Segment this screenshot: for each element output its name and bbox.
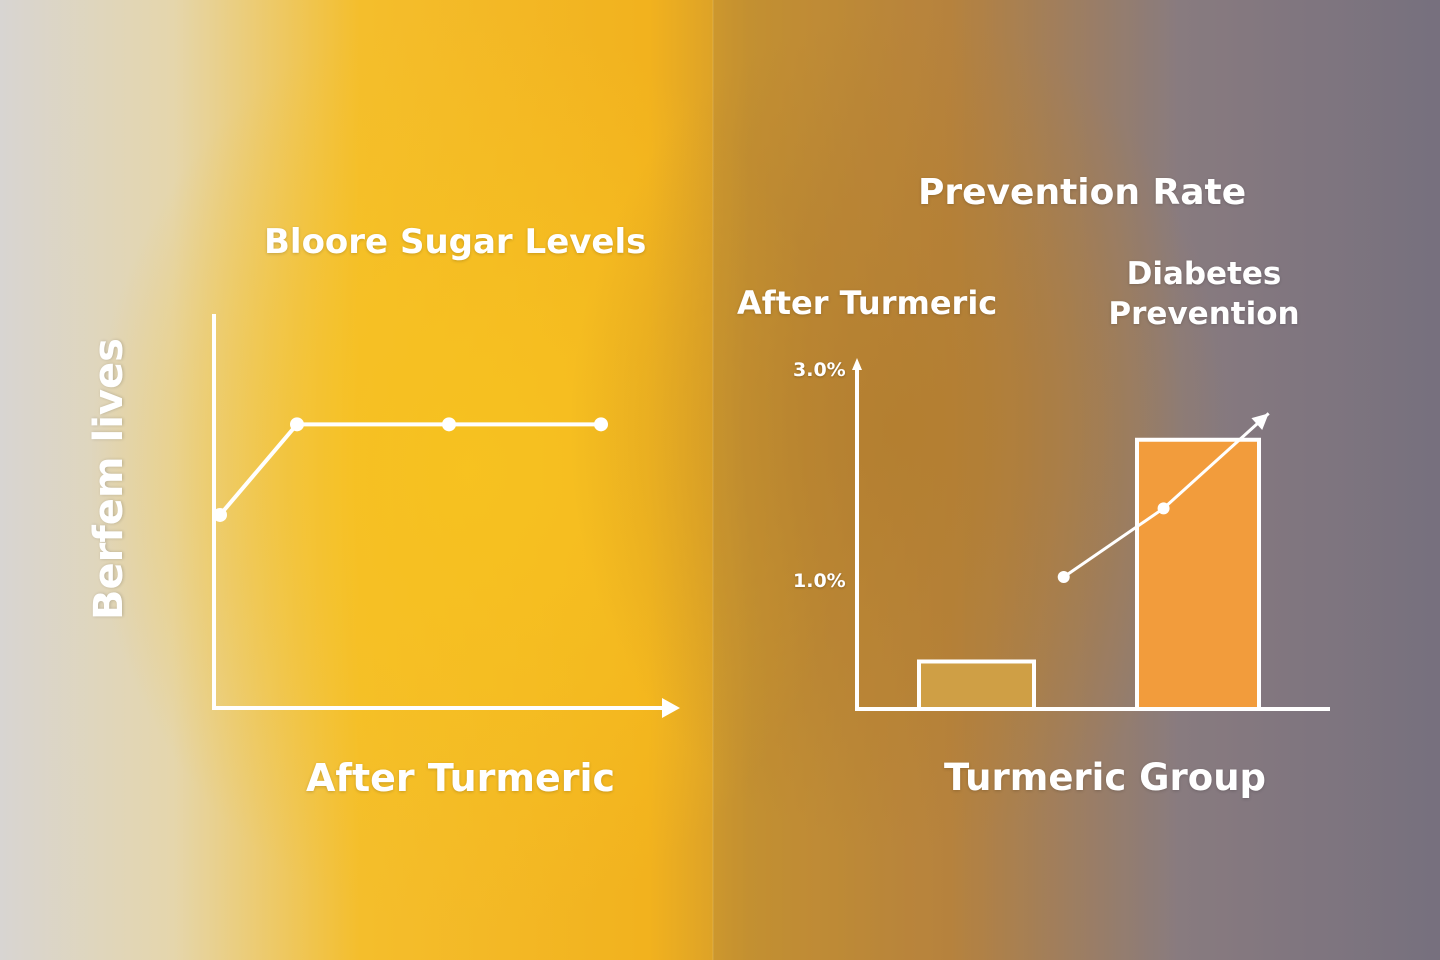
y-tick-label: 3.0% [793, 359, 846, 382]
left-data-point [213, 507, 227, 522]
trend-arrowhead [1251, 413, 1269, 431]
left-chart-title: Bloore Sugar Levels [264, 222, 647, 262]
right-chart-x-axis-label: Turmeric Group [944, 756, 1267, 799]
left-data-point [594, 417, 608, 432]
bar [1135, 437, 1261, 711]
left-chart-x-axis-label: After Turmeric [306, 756, 616, 800]
right-y-axis-arrowhead [852, 358, 862, 370]
left-series-line [218, 422, 601, 517]
right-chart-title: Prevention Rate [918, 172, 1247, 213]
left-x-axis-arrowhead [662, 698, 680, 718]
left-data-point [442, 417, 456, 432]
right-chart-annotation: Diabetes Prevention [1108, 256, 1300, 332]
right-chart-subtitle: After Turmeric [737, 284, 998, 322]
y-tick-label: 1.0% [793, 570, 846, 593]
bar [917, 659, 1036, 711]
panel-divider [712, 0, 714, 960]
left-data-point [290, 417, 304, 432]
trend-point [1057, 571, 1070, 584]
trend-point [1157, 502, 1170, 515]
